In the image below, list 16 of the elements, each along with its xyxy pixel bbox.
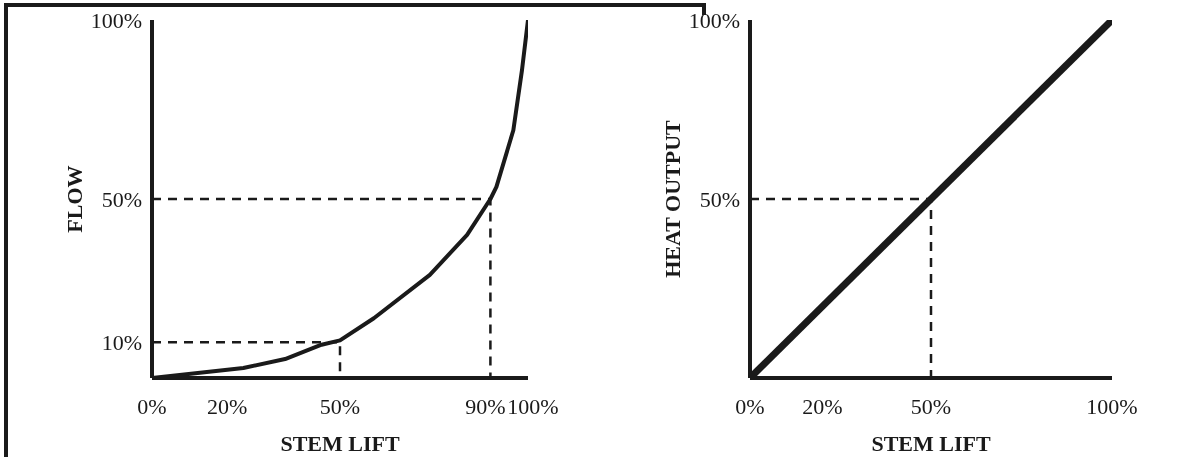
x-tick-label: 0%: [137, 393, 167, 419]
x-tick-label: 100%: [1086, 393, 1138, 419]
y-tick-label: 100%: [90, 7, 142, 33]
x-axis-title: STEM LIFT: [280, 431, 400, 456]
y-tick-label: 50%: [101, 186, 142, 212]
y-axis-title: HEAT OUTPUT: [659, 119, 685, 278]
y-axis-title: FLOW: [61, 165, 87, 233]
x-tick-label: 20%: [207, 393, 248, 419]
x-tick-label: 90%: [465, 393, 506, 419]
x-tick-label: 0%: [735, 393, 765, 419]
x-tick-label: 50%: [319, 393, 361, 419]
x-tick-label: 100%: [507, 393, 559, 419]
x-tick-label: 50%: [910, 393, 952, 419]
x-axis-title: STEM LIFT: [871, 431, 991, 456]
x-tick-label: 20%: [802, 393, 843, 419]
y-tick-label: 10%: [101, 330, 142, 356]
